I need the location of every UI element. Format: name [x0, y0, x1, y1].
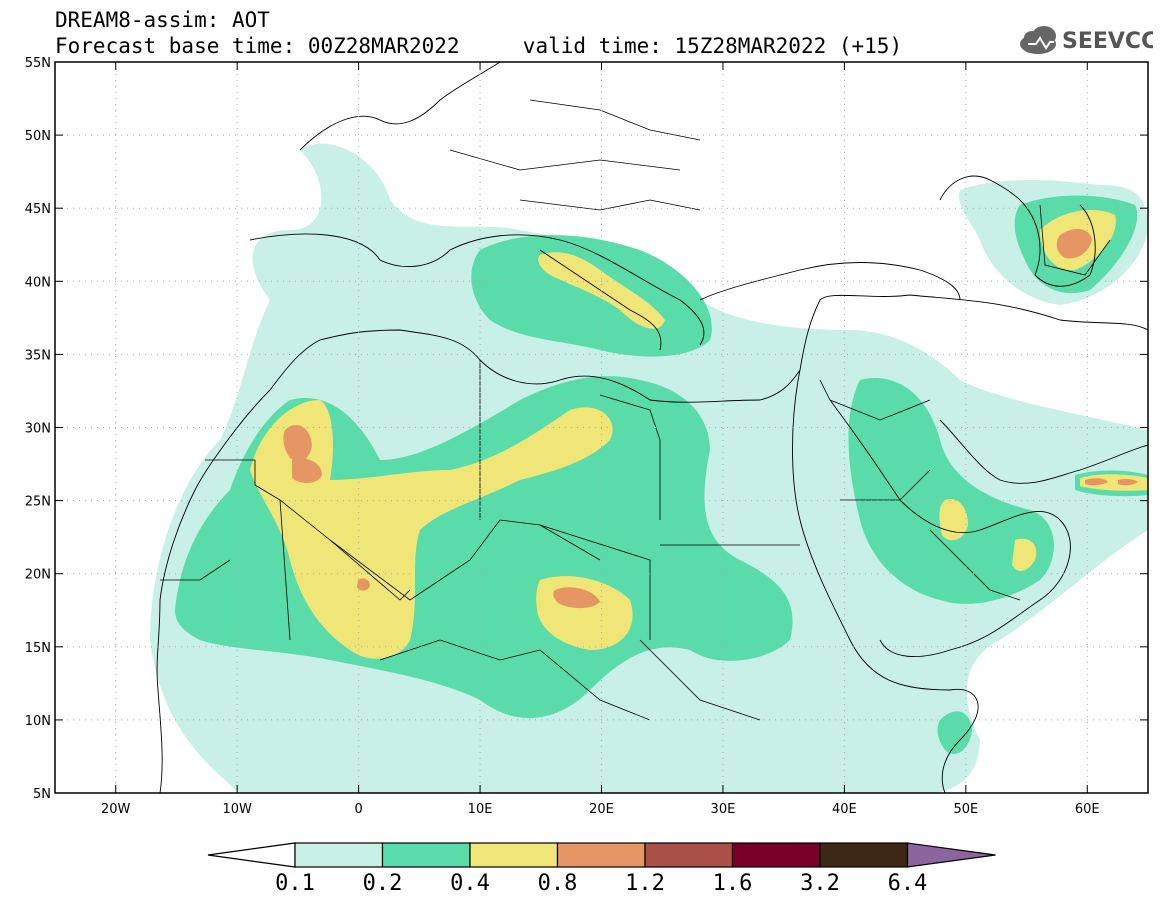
lon-tick-label: 60E: [1075, 802, 1100, 817]
lat-tick-label: 35N: [25, 348, 51, 363]
lat-tick-label: 5N: [33, 787, 51, 802]
aot-level-0-8: [283, 228, 1138, 609]
latitude-ticks: 55N 50N 45N 40N 35N 30N 25N 20N 15N 10N 5N: [25, 56, 1148, 802]
colorbar-swatch: [556, 842, 646, 868]
colorbar-label: 0.4: [450, 871, 490, 896]
logo-text: SEEVCCC: [1062, 29, 1153, 54]
colorbar-below-triangle: [207, 842, 296, 868]
lat-tick-label: 40N: [25, 275, 51, 290]
colorbar-swatch: [381, 842, 471, 868]
colorbar: 0.1 0.2 0.4 0.8 1.2 1.6 3.2 6.4: [207, 842, 996, 896]
lat-tick-label: 45N: [25, 202, 51, 217]
colorbar-label: 6.4: [888, 871, 928, 896]
lon-tick-label: 20W: [101, 802, 131, 817]
lon-tick-label: 20E: [589, 802, 614, 817]
aot-shading: [150, 143, 1148, 793]
lat-tick-label: 10N: [25, 714, 51, 729]
colorbar-label: 0.1: [275, 871, 315, 896]
lat-tick-label: 55N: [25, 56, 51, 71]
map-title: DREAM8-assim: AOT: [55, 8, 270, 32]
colorbar-label: 1.2: [625, 871, 665, 896]
base-time-label: Forecast base time: 00Z28MAR2022: [55, 34, 460, 58]
colorbar-swatch: [294, 842, 384, 868]
country-borders: [160, 99, 1111, 721]
valid-time-label: valid time: 15Z28MAR2022 (+15): [522, 34, 903, 58]
colorbar-swatch: [731, 842, 821, 868]
lon-tick-label: 30E: [711, 802, 736, 817]
lat-tick-label: 30N: [25, 422, 51, 437]
lon-tick-label: 10E: [468, 802, 493, 817]
lat-tick-label: 25N: [25, 495, 51, 510]
time-line: Forecast base time: 00Z28MAR2022 valid t…: [55, 36, 902, 57]
lat-tick-label: 15N: [25, 641, 51, 656]
lon-tick-label: 0: [354, 802, 362, 817]
lon-tick-label: 10W: [222, 802, 252, 817]
colorbar-label: 3.2: [800, 871, 840, 896]
longitude-ticks: 20W 10W 0 10E 20E 30E 40E 50E 60E: [101, 62, 1100, 817]
lat-tick-label: 50N: [25, 129, 51, 144]
colorbar-swatch: [644, 842, 734, 868]
coastlines: [156, 62, 1148, 793]
colorbar-label: 0.2: [363, 871, 403, 896]
seevccc-logo: SEEVCCC: [1020, 26, 1153, 54]
lon-tick-label: 40E: [832, 802, 857, 817]
colorbar-label: 0.8: [538, 871, 578, 896]
colorbar-swatch: [469, 842, 559, 868]
lat-tick-label: 20N: [25, 568, 51, 583]
colorbar-swatch: [819, 842, 909, 868]
lon-tick-label: 50E: [953, 802, 978, 817]
colorbar-label: 1.6: [713, 871, 753, 896]
colorbar-above-triangle: [906, 842, 996, 868]
